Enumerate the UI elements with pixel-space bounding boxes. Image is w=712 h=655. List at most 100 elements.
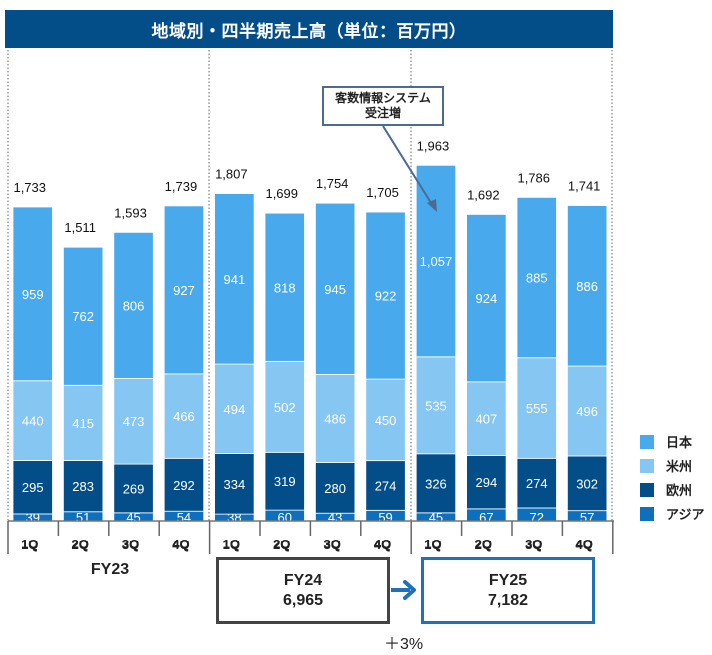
total-label: 1,692 [467,187,500,202]
total-label: 1,963 [417,138,450,153]
bar-segment-americas [516,357,557,459]
bar-segment-europe [567,455,608,512]
x-tick-label: 2Q [71,537,88,552]
data-label-americas: 555 [526,401,548,416]
bar-segment-americas [415,356,457,455]
data-label-europe: 292 [173,478,195,493]
x-tick-label: 3Q [525,537,542,552]
bar-segment-europe [12,460,53,515]
fy25-total-box: FY25 7,182 [421,557,595,624]
x-tick-label: 4Q [575,537,592,552]
bar-segment-europe [163,457,205,512]
legend-item-europe: 欧州 [640,480,692,499]
bar-segment-europe [466,455,507,510]
bar-segment-americas [113,377,154,465]
data-label-europe: 294 [475,475,497,490]
data-label-europe: 274 [526,476,548,491]
x-tick-label: 1Q [223,537,240,552]
data-label-japan: 818 [274,280,296,295]
data-label-americas: 415 [72,416,94,431]
fy24-total-box: FY24 6,965 [216,557,390,624]
legend-label: 米州 [666,459,693,474]
bar-segment-europe [113,463,154,514]
total-label: 1,754 [316,176,349,191]
total-label: 1,741 [568,179,601,194]
data-label-europe: 319 [274,474,296,489]
growth-arrowhead [403,580,416,600]
data-label-europe: 280 [324,481,346,496]
data-label-americas: 407 [475,412,497,427]
data-label-japan: 762 [72,309,94,324]
total-label: 1,739 [165,179,198,194]
fy25-value: 7,182 [487,591,529,609]
bar-segment-europe [264,451,305,511]
data-label-japan: 959 [22,287,44,302]
data-label-americas: 496 [576,404,598,419]
data-label-americas: 440 [22,414,44,429]
legend-label: 欧州 [666,483,693,498]
data-label-japan: 1,057 [420,254,453,269]
bar-segment-japan [113,231,154,379]
total-label: 1,699 [265,186,298,201]
annotation-callout: 客数情報システム 受注増 [322,86,444,126]
data-label-japan: 806 [123,298,145,313]
bar-segment-japan [415,164,457,358]
axis-background [0,521,612,541]
legend-swatch-americas [640,458,654,473]
x-tick-label: 4Q [172,537,189,552]
x-tick-label: 1Q [424,537,441,552]
annotation-line2: 受注増 [364,106,401,120]
bar-segment-europe [214,453,255,515]
x-tick-label: 1Q [21,537,38,552]
legend-swatch-japan [640,434,654,449]
x-tick-label: 2Q [475,537,492,552]
fy24-label: FY24 [283,571,323,589]
annotation-line1: 客数情報システム [335,91,431,105]
data-label-japan: 922 [375,289,397,304]
chart-title: 地域別・四半期売上高（単位：百万円） [5,10,613,48]
legend-item-japan: 日本 [640,432,692,451]
bar-segment-japan [214,193,255,365]
bar-segment-europe [365,460,406,511]
bar-segment-europe [314,462,356,514]
bar-segment-japan [365,211,406,380]
bar-segment-japan [63,246,104,386]
data-label-europe: 269 [123,481,145,496]
data-label-americas: 486 [324,411,346,426]
data-label-europe: 283 [72,479,94,494]
data-label-europe: 274 [375,478,397,493]
total-label: 1,807 [215,167,248,182]
legend-item-asia: アジア [640,504,704,523]
legend-label: アジア [666,507,705,522]
x-tick-label: 3Q [323,537,340,552]
bar-segment-americas [163,373,205,459]
data-label-americas: 466 [173,409,195,424]
data-label-japan: 885 [526,271,548,286]
data-label-europe: 334 [223,477,245,492]
data-label-japan: 924 [475,291,497,306]
growth-rate-label: ＋3% [384,636,424,653]
bar-segment-americas [466,381,507,456]
data-label-japan: 945 [324,282,346,297]
bar-segment-europe [415,453,457,514]
data-label-japan: 927 [173,283,195,298]
total-label: 1,786 [517,170,550,185]
data-label-japan: 941 [223,272,245,287]
bar-segment-japan [516,196,557,359]
bar-segment-americas [365,378,406,462]
data-label-americas: 473 [123,414,145,429]
data-label-europe: 302 [576,476,598,491]
annotation-arrow-line [382,125,434,207]
fy25-label: FY25 [488,571,528,589]
bar-segment-americas [314,374,356,463]
bar-segment-japan [314,202,356,375]
data-label-europe: 295 [22,480,44,495]
total-label: 1,593 [114,205,147,220]
legend-swatch-europe [640,482,654,497]
data-label-japan: 886 [576,279,598,294]
x-tick-label: 3Q [122,537,139,552]
data-label-americas: 494 [223,402,245,417]
bar-segment-americas [264,360,305,453]
legend-label: 日本 [666,435,693,450]
annotation-arrowhead [427,199,437,212]
